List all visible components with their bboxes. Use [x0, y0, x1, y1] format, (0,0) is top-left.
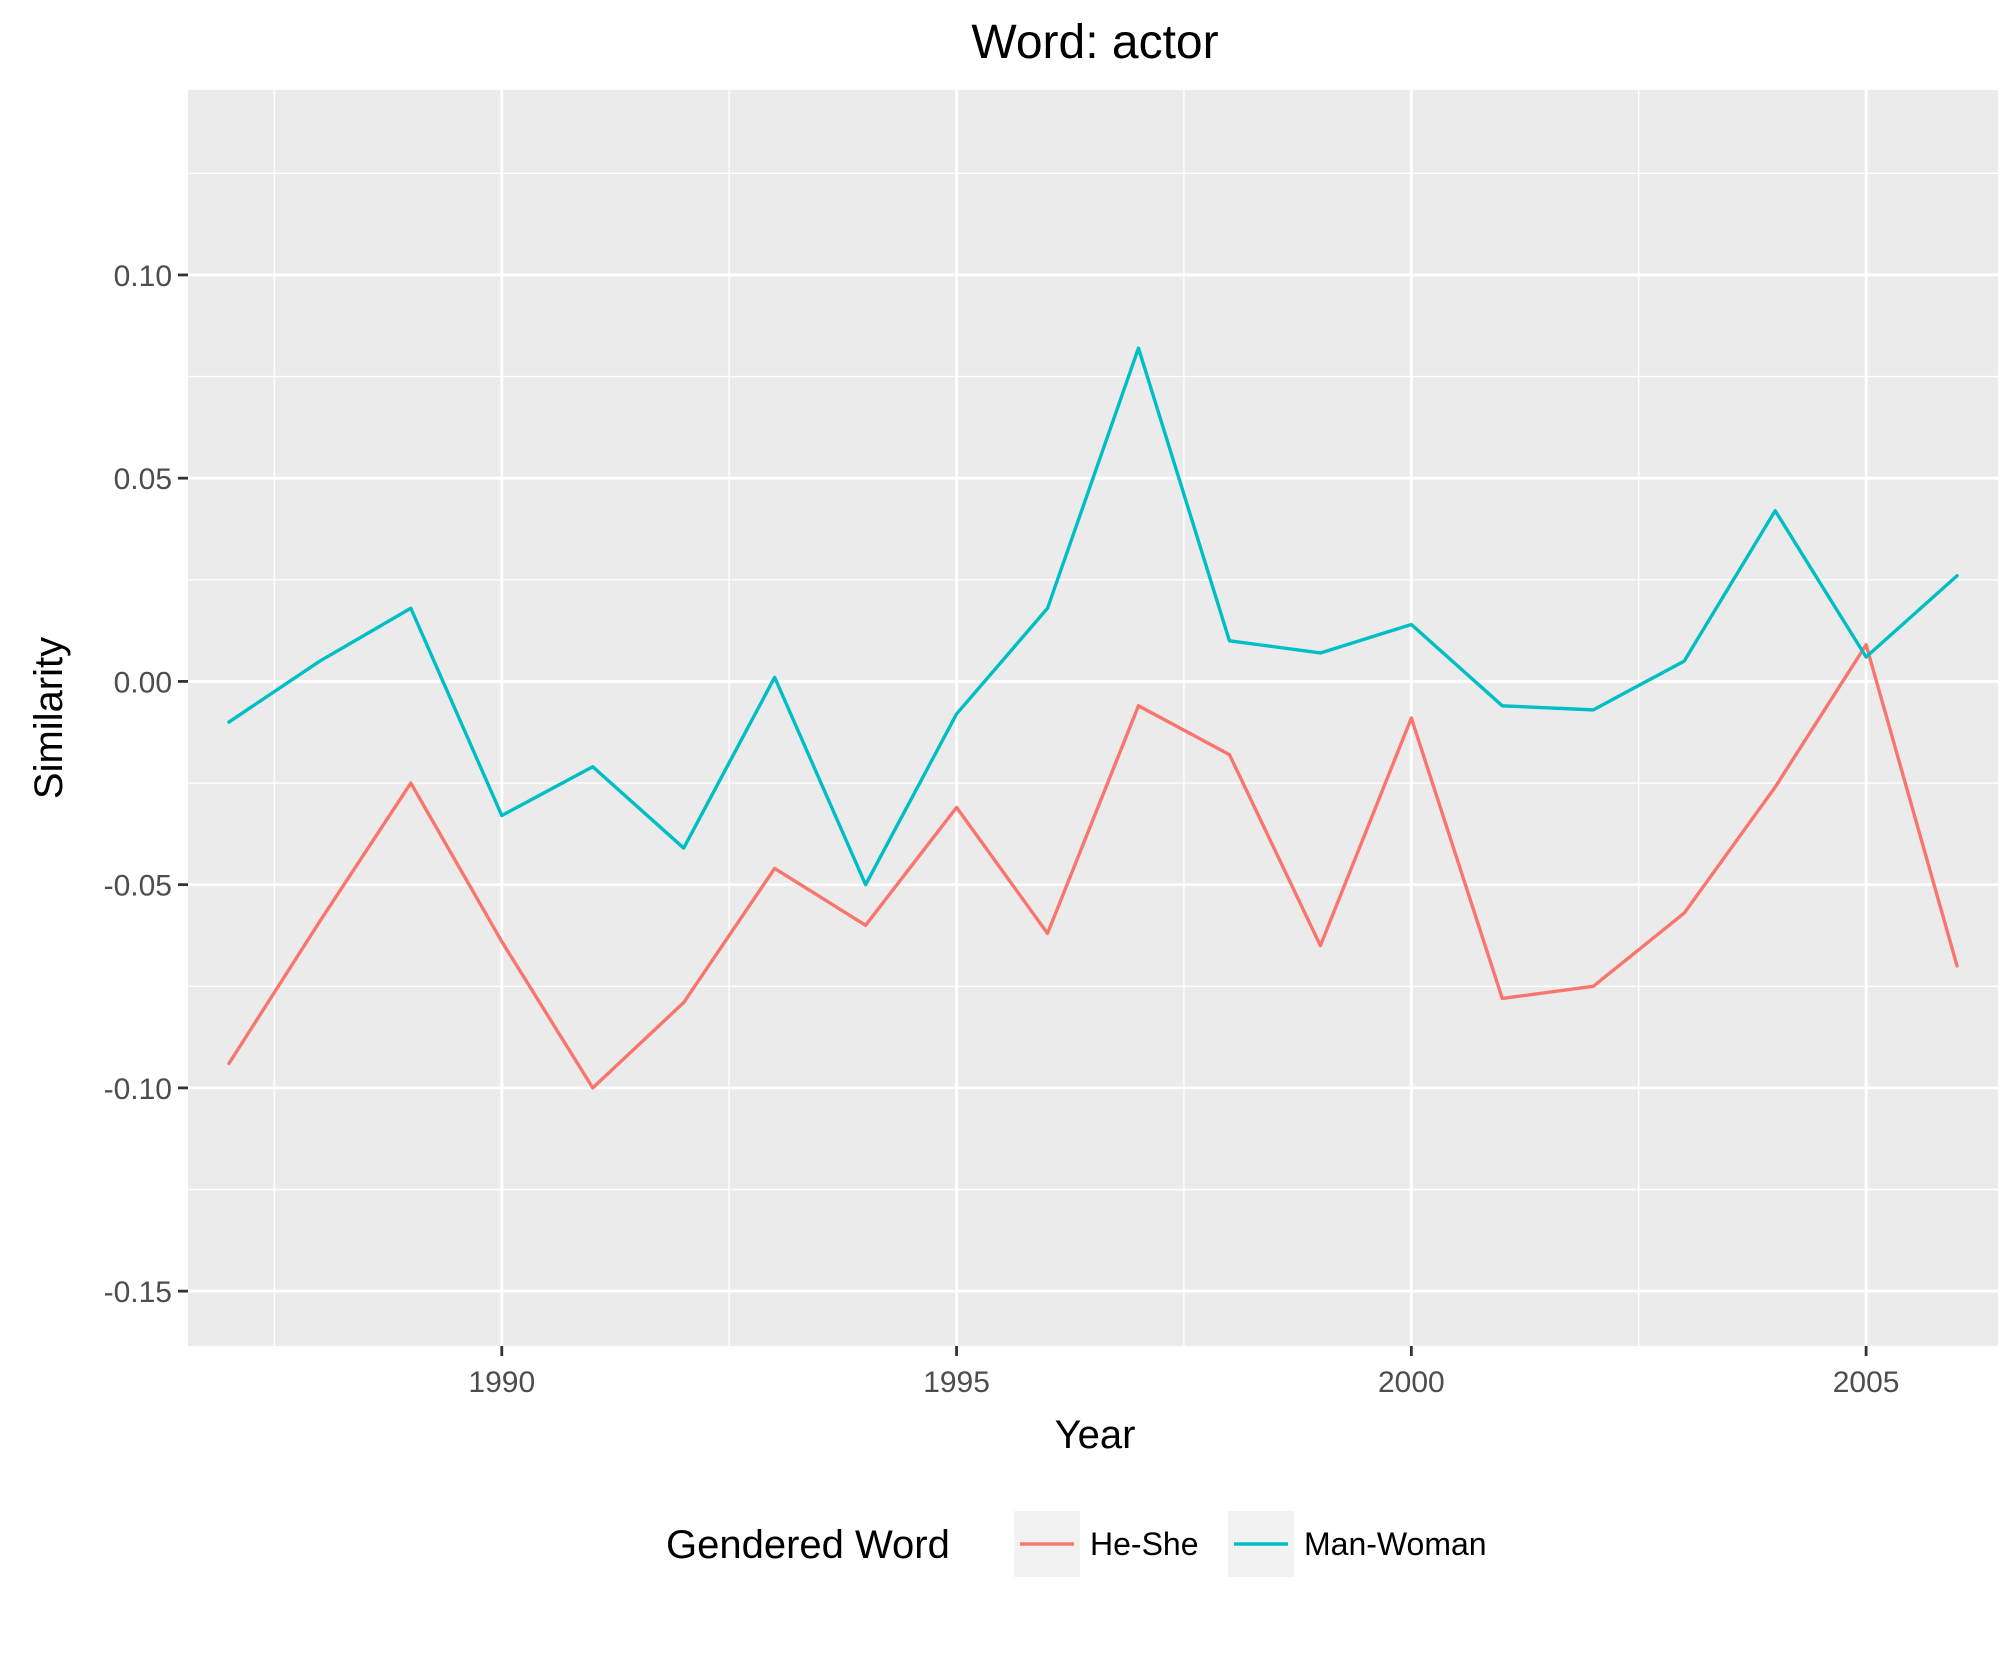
legend-title: Gendered Word	[666, 1523, 950, 1567]
y-axis-label: Similarity	[27, 637, 71, 799]
y-tick-label: -0.10	[104, 1073, 172, 1106]
legend: Gendered Word He-She Man-Woman	[666, 1511, 1487, 1577]
y-tick-label: 0.00	[114, 666, 172, 699]
x-tick-label: 1990	[468, 1366, 535, 1399]
x-tick-label: 1995	[923, 1366, 990, 1399]
series-lines	[227, 346, 1959, 1090]
legend-label-he-she: He-She	[1090, 1526, 1199, 1562]
x-tick-label: 2005	[1833, 1366, 1900, 1399]
legend-label-man-woman: Man-Woman	[1304, 1526, 1487, 1562]
minor-gridlines	[188, 90, 1998, 1346]
y-tick-label: 0.10	[114, 260, 172, 293]
x-axis: 1990 1995 2000 2005	[468, 1346, 1899, 1399]
y-axis: -0.15 -0.10 -0.05 0.00 0.05 0.10	[104, 260, 188, 1309]
x-tick-label: 2000	[1378, 1366, 1445, 1399]
y-tick-label: 0.05	[114, 463, 172, 496]
y-tick-label: -0.05	[104, 870, 172, 903]
y-tick-label: -0.15	[104, 1276, 172, 1309]
series-line-he-she	[227, 643, 1959, 1090]
x-axis-label: Year	[1055, 1413, 1136, 1457]
series-line-man-woman	[227, 346, 1959, 887]
chart-title: Word: actor	[971, 16, 1218, 69]
plot-panel	[188, 90, 1998, 1346]
